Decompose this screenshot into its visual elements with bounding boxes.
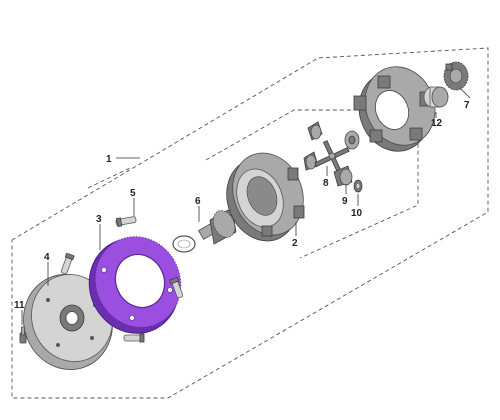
callout-7: 7 xyxy=(464,100,470,111)
callout-10: 10 xyxy=(351,208,363,219)
pinion-gear xyxy=(172,207,237,253)
bearing-sleeve xyxy=(423,86,449,108)
ring-gear xyxy=(88,236,182,334)
callout-5: 5 xyxy=(130,188,136,199)
callout-8: 8 xyxy=(323,178,329,189)
bevel-gear xyxy=(443,61,469,91)
small-side-gear xyxy=(353,179,363,193)
bolt-pair-bottom xyxy=(123,333,145,343)
ring-gear-bolt-set xyxy=(60,216,184,343)
bolt-part xyxy=(19,326,27,344)
side-gear xyxy=(333,165,353,187)
callout-9: 9 xyxy=(342,196,348,207)
spider-gear-right xyxy=(344,130,360,150)
callout-6: 6 xyxy=(195,196,201,207)
differential-carrier xyxy=(353,66,436,152)
callout-2: 2 xyxy=(292,238,298,249)
callout-3: 3 xyxy=(96,214,102,225)
callout-labels: 1 2 3 4 5 6 7 8 9 10 11 12 xyxy=(14,100,470,311)
bolt-pair-right xyxy=(169,276,184,299)
spider-gear-mid xyxy=(303,151,319,171)
bolt-pair-top xyxy=(115,216,137,227)
bolt-pair-left xyxy=(60,252,75,275)
differential-case xyxy=(226,152,305,242)
leader-lines xyxy=(21,87,471,325)
cross-shaft xyxy=(314,140,350,172)
spider-gear-upper xyxy=(307,121,323,141)
callout-11: 11 xyxy=(14,300,25,311)
callout-12: 12 xyxy=(431,118,443,129)
callout-1: 1 xyxy=(106,154,112,165)
callout-4: 4 xyxy=(44,252,50,263)
